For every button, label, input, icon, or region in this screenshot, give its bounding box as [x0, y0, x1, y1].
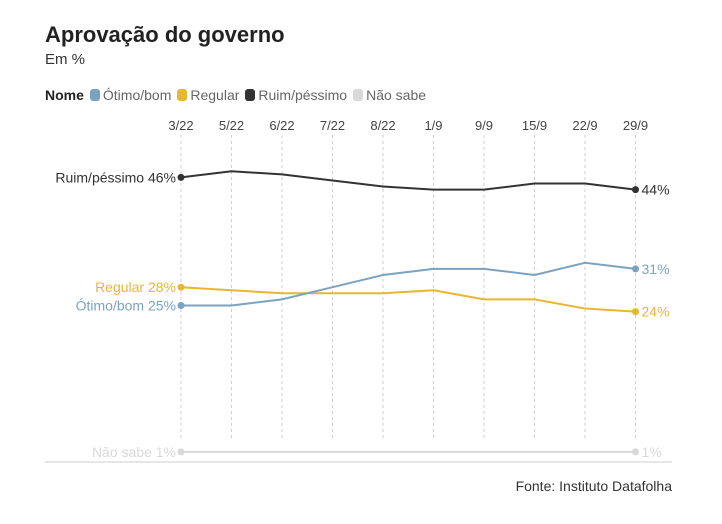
x-tick-label: 15/9: [522, 118, 547, 133]
legend-title: Nome: [45, 87, 84, 103]
series-start-label: Não sabe 1%: [92, 444, 176, 460]
x-tick-label: 8/22: [370, 118, 395, 133]
series-line--timo-bom: [181, 261, 636, 307]
legend-swatch: [89, 89, 100, 101]
series-line-regular: [180, 286, 636, 313]
source-note: Fonte: Instituto Datafolha: [515, 478, 672, 494]
legend-item-otimo-bom[interactable]: Ótimo/bom: [89, 87, 172, 103]
series-end-label: 44%: [642, 182, 670, 198]
series-start-point: [177, 302, 185, 309]
x-tick-label: 22/9: [572, 118, 597, 133]
series-end-point: [632, 265, 639, 273]
x-tick-label: 7/22: [320, 118, 345, 133]
series-end-label: 31%: [642, 261, 670, 277]
series-start-label: Ruim/péssimo 46%: [55, 169, 176, 185]
x-tick-label: 9/9: [475, 118, 493, 133]
x-tick-label: 5/22: [219, 118, 244, 133]
x-tick-label: 29/9: [623, 118, 648, 133]
legend-item-regular[interactable]: Regular: [177, 87, 239, 103]
series-end-label: 24%: [642, 304, 670, 320]
legend-label: Regular: [190, 87, 240, 103]
legend-swatch: [245, 89, 256, 101]
legend-swatch: [177, 89, 188, 101]
series-start-point: [177, 173, 185, 181]
chart-title: Aprovação do governo: [45, 22, 285, 47]
series-start-point: [177, 448, 185, 456]
legend: Nome Ótimo/bom Regular Ruim/péssimo Não …: [45, 87, 432, 103]
x-tick-label: 3/22: [168, 118, 193, 133]
series-start-label: Ótimo/bom 25%: [76, 298, 176, 314]
series-end-point: [632, 448, 639, 456]
legend-label: Ruim/péssimo: [258, 87, 348, 103]
legend-label: Não sabe: [366, 87, 427, 103]
legend-label: Ótimo/bom: [102, 87, 172, 103]
legend-item-ruim-pessimo[interactable]: Ruim/péssimo: [245, 87, 347, 103]
legend-swatch: [353, 89, 364, 101]
x-tick-label: 1/9: [424, 118, 442, 133]
series-start-point: [177, 283, 185, 291]
series-end-point: [632, 308, 639, 316]
series-start-label: Regular 28%: [95, 279, 176, 295]
series-line-ruim-p-ssimo: [180, 170, 636, 191]
series-end-label: 1%: [642, 444, 662, 460]
x-tick-label: 6/22: [269, 118, 294, 133]
chart-subtitle: Em %: [45, 51, 86, 68]
series-end-point: [632, 186, 639, 194]
legend-item-nao-sabe[interactable]: Não sabe: [353, 87, 426, 103]
